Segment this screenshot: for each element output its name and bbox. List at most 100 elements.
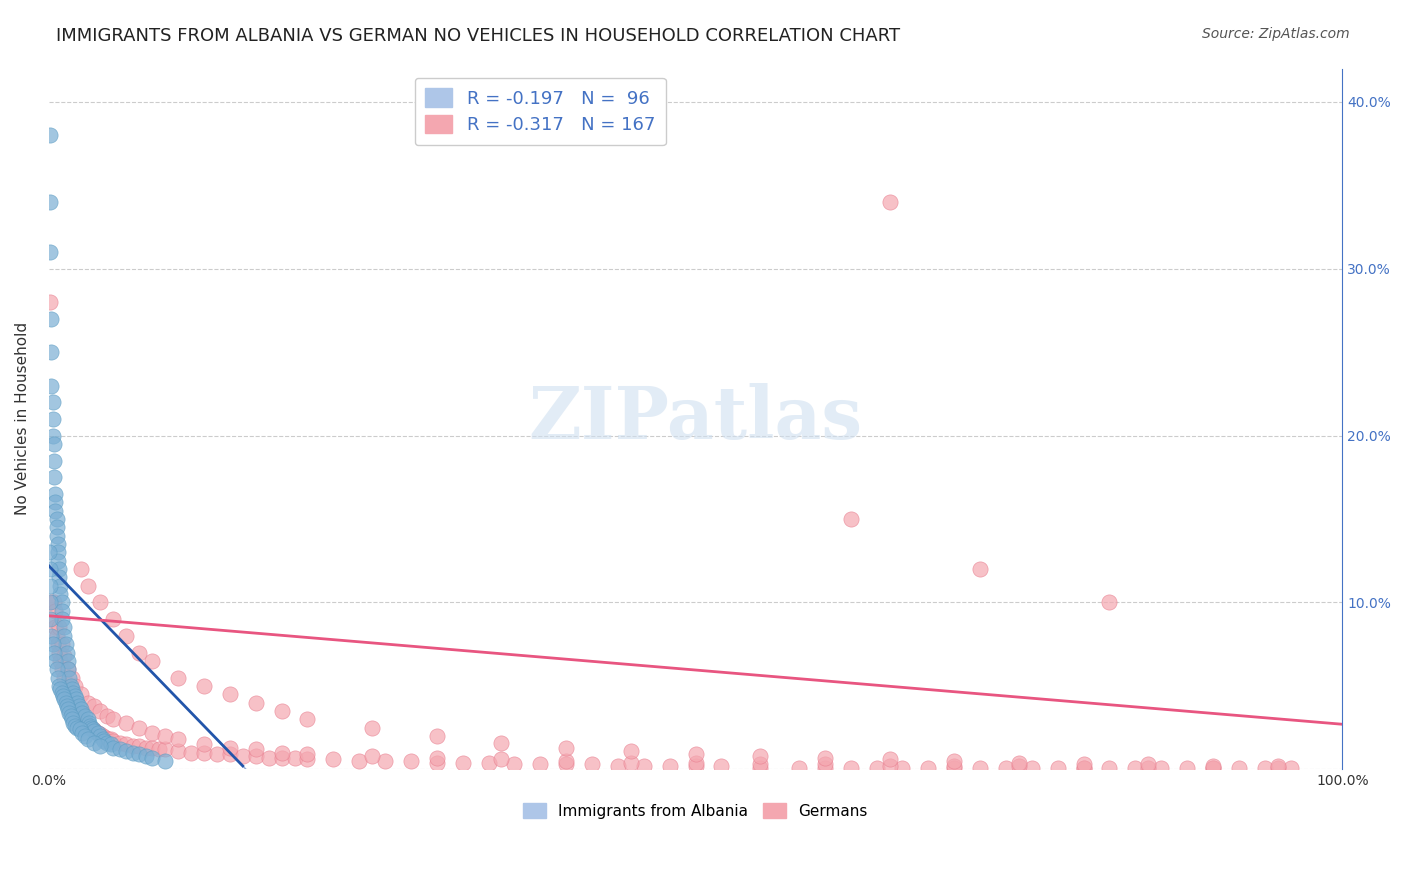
Point <box>45 662 67 676</box>
Point <box>879 759 901 773</box>
Point <box>1073 761 1095 775</box>
Point <box>153 754 176 768</box>
Point <box>42 646 65 660</box>
Point <box>814 761 837 775</box>
Point <box>39 194 62 209</box>
Point <box>555 754 578 768</box>
Point <box>73 715 96 730</box>
Point <box>67 706 90 720</box>
Point <box>72 712 94 726</box>
Point <box>46 545 69 559</box>
Point <box>814 750 837 764</box>
Point <box>73 714 96 728</box>
Point <box>83 723 105 738</box>
Point <box>77 715 100 730</box>
Point <box>891 761 914 775</box>
Point <box>658 759 681 773</box>
Point <box>245 696 267 710</box>
Point <box>451 756 474 770</box>
Point <box>60 692 83 706</box>
Point <box>56 682 79 697</box>
Point <box>53 620 76 634</box>
Point <box>193 746 215 760</box>
Y-axis label: No Vehicles in Household: No Vehicles in Household <box>15 322 30 516</box>
Point <box>141 654 163 668</box>
Point <box>48 679 70 693</box>
Point <box>128 739 150 753</box>
Point <box>42 453 65 467</box>
Point <box>814 757 837 772</box>
Point <box>87 725 110 739</box>
Point <box>270 746 292 760</box>
Point <box>141 725 163 739</box>
Point <box>44 495 66 509</box>
Point <box>153 729 176 743</box>
Point <box>89 739 111 753</box>
Text: IMMIGRANTS FROM ALBANIA VS GERMAN NO VEHICLES IN HOUSEHOLD CORRELATION CHART: IMMIGRANTS FROM ALBANIA VS GERMAN NO VEH… <box>56 27 900 45</box>
Point <box>56 698 79 713</box>
Point <box>53 629 76 643</box>
Point <box>167 744 190 758</box>
Point <box>96 736 118 750</box>
Point <box>45 629 67 643</box>
Point <box>1267 761 1289 775</box>
Point <box>749 748 772 763</box>
Point <box>53 648 76 663</box>
Point <box>879 194 901 209</box>
Legend: Immigrants from Albania, Germans: Immigrants from Albania, Germans <box>517 797 875 825</box>
Point <box>135 740 157 755</box>
Point <box>60 682 83 697</box>
Point <box>89 704 111 718</box>
Point <box>1267 759 1289 773</box>
Point <box>51 685 73 699</box>
Point <box>1098 761 1121 775</box>
Point <box>56 702 79 716</box>
Point <box>710 759 733 773</box>
Point <box>48 570 70 584</box>
Point <box>82 723 104 737</box>
Point <box>80 721 103 735</box>
Point <box>39 612 62 626</box>
Point <box>1123 761 1146 775</box>
Point <box>49 654 72 668</box>
Point <box>38 579 60 593</box>
Point <box>1253 761 1275 775</box>
Point <box>193 737 215 751</box>
Point <box>70 562 93 576</box>
Point <box>89 729 111 743</box>
Point <box>426 729 449 743</box>
Point <box>44 654 66 668</box>
Point <box>839 512 862 526</box>
Point <box>103 712 125 726</box>
Point <box>1227 761 1250 775</box>
Point <box>56 662 79 676</box>
Point <box>52 689 75 703</box>
Point <box>218 747 240 762</box>
Point <box>620 756 643 770</box>
Point <box>59 709 82 723</box>
Point <box>76 579 98 593</box>
Point <box>65 702 87 716</box>
Point <box>51 612 73 626</box>
Point <box>361 748 384 763</box>
Point <box>48 620 70 634</box>
Point <box>62 715 84 730</box>
Point <box>70 702 93 716</box>
Point <box>51 637 73 651</box>
Point <box>73 709 96 723</box>
Point <box>58 671 80 685</box>
Point <box>82 723 104 737</box>
Point <box>97 732 120 747</box>
Point <box>167 732 190 747</box>
Point <box>45 512 67 526</box>
Point <box>141 740 163 755</box>
Point <box>62 685 84 699</box>
Point <box>51 595 73 609</box>
Point <box>257 750 280 764</box>
Point <box>56 654 79 668</box>
Point <box>76 712 98 726</box>
Point <box>943 759 966 773</box>
Point <box>44 487 66 501</box>
Point <box>477 756 499 770</box>
Point <box>115 715 138 730</box>
